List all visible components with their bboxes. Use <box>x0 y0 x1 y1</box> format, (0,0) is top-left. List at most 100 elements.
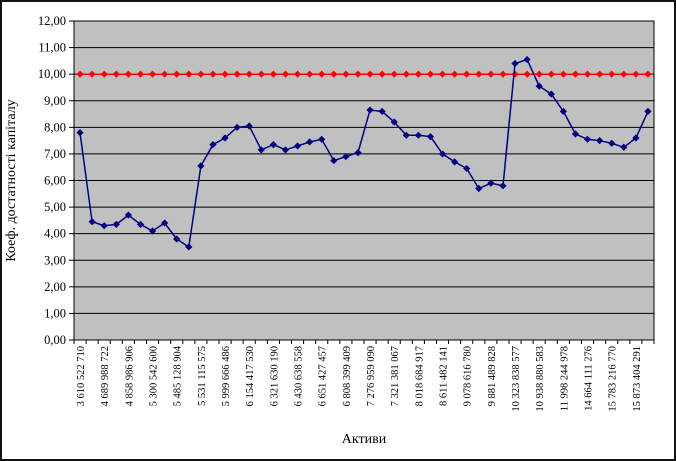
capital-adequacy-ratio-marker <box>583 135 592 143</box>
threshold-line-marker <box>632 70 640 78</box>
threshold-line-marker <box>438 70 447 78</box>
threshold-line-marker <box>330 70 338 78</box>
capital-adequacy-ratio-marker <box>185 243 193 251</box>
capital-adequacy-ratio-marker <box>620 143 628 151</box>
threshold-line-marker <box>76 70 84 78</box>
x-category-label: 4 689 988 722 <box>100 346 111 406</box>
y-tick-label: 5,00 <box>44 200 66 214</box>
threshold-line-marker <box>475 70 483 78</box>
x-category-label: 15 873 404 291 <box>632 346 643 412</box>
threshold-line-marker <box>547 70 555 78</box>
threshold-line-marker <box>511 70 519 78</box>
capital-adequacy-ratio-marker <box>233 123 241 131</box>
x-category-label: 14 664 111 276 <box>584 346 595 411</box>
y-tick-label: 2,00 <box>44 280 66 294</box>
x-category-label: 9 881 489 828 <box>487 346 498 406</box>
threshold-line-marker <box>197 70 205 78</box>
threshold-line-marker <box>463 70 471 78</box>
threshold-line-marker <box>583 70 592 78</box>
capital-adequacy-ratio-marker <box>100 222 108 230</box>
threshold-line-marker <box>342 70 350 78</box>
capital-adequacy-ratio-marker <box>487 179 495 187</box>
capital-adequacy-ratio-marker <box>451 158 459 166</box>
x-category-label: 5 531 115 575 <box>197 346 208 406</box>
capital-adequacy-ratio-marker <box>596 137 604 145</box>
y-tick-label: 0,00 <box>44 333 66 347</box>
capital-adequacy-ratio-marker <box>112 220 120 228</box>
threshold-line-marker <box>148 70 157 78</box>
threshold-line-marker <box>596 70 604 78</box>
capital-adequacy-ratio-marker <box>390 118 398 126</box>
x-category-label: 6 808 399 409 <box>342 346 353 406</box>
capital-adequacy-ratio-marker <box>330 156 338 165</box>
threshold-line-marker <box>402 70 410 78</box>
x-category-label: 10 938 880 583 <box>535 346 546 412</box>
capital-adequacy-ratio-marker <box>475 184 483 193</box>
capital-adequacy-ratio-marker <box>511 59 519 68</box>
x-category-label: 15 783 216 770 <box>608 346 619 412</box>
capital-adequacy-ratio-marker <box>257 146 265 154</box>
threshold-line-marker <box>293 70 302 78</box>
threshold-line-marker <box>559 70 567 78</box>
threshold-line-marker <box>620 70 628 78</box>
threshold-line-marker <box>185 70 193 78</box>
y-tick-label: 3,00 <box>44 253 66 267</box>
x-category-label: 6 651 427 457 <box>318 346 329 406</box>
capital-adequacy-ratio-marker <box>209 141 217 149</box>
capital-adequacy-ratio-marker <box>136 220 145 228</box>
threshold-line-marker <box>366 70 374 78</box>
x-category-label: 7 321 381 067 <box>390 346 401 406</box>
capital-adequacy-ratio-marker <box>245 122 253 130</box>
x-axis-title: Активи <box>341 432 387 447</box>
capital-adequacy-ratio-marker <box>161 219 169 227</box>
threshold-line-marker <box>426 70 435 78</box>
x-category-label: 9 078 616 780 <box>463 346 474 406</box>
threshold-line-marker <box>523 70 531 78</box>
threshold-line-marker <box>209 70 217 78</box>
threshold-line-marker <box>269 70 277 78</box>
x-category-label: 5 300 542 600 <box>149 346 160 406</box>
threshold-line-marker <box>88 70 96 78</box>
x-category-label: 5 999 666 486 <box>221 346 232 406</box>
x-category-label: 6 154 417 530 <box>245 346 256 406</box>
capital-adequacy-ratio-marker <box>354 148 362 157</box>
threshold-line-marker <box>644 70 652 78</box>
threshold-line-marker <box>112 70 120 78</box>
capital-adequacy-ratio-marker <box>124 211 132 219</box>
capital-adequacy-ratio-marker <box>632 134 640 142</box>
threshold-line-marker <box>136 70 145 78</box>
capital-adequacy-ratio-marker <box>402 131 410 139</box>
x-category-label: 6 321 630 190 <box>269 346 280 406</box>
threshold-line-marker <box>221 70 229 78</box>
capital-adequacy-ratio-marker <box>293 142 302 150</box>
x-category-label: 11 998 244 978 <box>559 346 570 411</box>
capital-adequacy-ratio-marker <box>366 106 374 114</box>
capital-adequacy-ratio-marker <box>76 129 84 137</box>
threshold-line-marker <box>306 70 314 78</box>
capital-adequacy-ratio-marker <box>571 130 580 138</box>
y-tick-label: 9,00 <box>44 94 66 108</box>
threshold-line-marker <box>535 70 543 78</box>
y-tick-label: 4,00 <box>44 227 66 241</box>
capital-adequacy-ratio-marker <box>523 55 531 64</box>
capital-adequacy-ratio-marker <box>306 138 314 146</box>
y-tick-label: 6,00 <box>44 174 66 188</box>
x-category-label: 4 858 986 906 <box>124 346 135 406</box>
threshold-line-marker <box>414 70 422 78</box>
y-tick-label: 12,00 <box>38 14 66 28</box>
x-category-label: 3 610 522 710 <box>76 346 87 406</box>
threshold-line-marker <box>354 70 362 78</box>
capital-adequacy-ratio-marker <box>463 164 471 173</box>
x-category-label: 8 018 684 917 <box>414 346 425 406</box>
threshold-line-marker <box>499 70 507 78</box>
capital-adequacy-ratio-marker <box>608 139 616 147</box>
x-category-label: 5 485 128 904 <box>173 345 184 406</box>
capital-adequacy-ratio-marker <box>318 135 326 143</box>
capital-adequacy-ratio-marker <box>559 107 567 115</box>
capital-adequacy-ratio-marker <box>499 182 507 190</box>
capital-adequacy-ratio-marker <box>342 152 350 161</box>
capital-adequacy-ratio-marker <box>221 134 229 142</box>
capital-adequacy-ratio-marker <box>547 90 555 98</box>
threshold-line-marker <box>100 70 108 78</box>
